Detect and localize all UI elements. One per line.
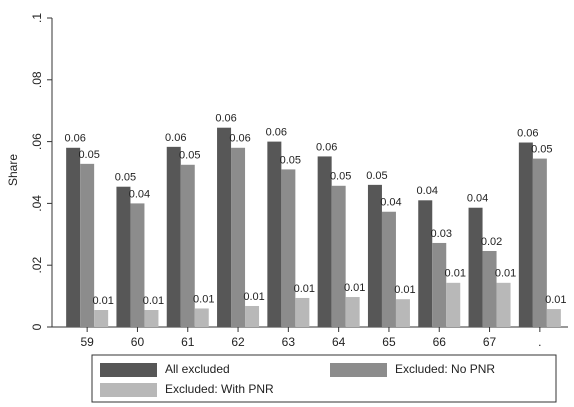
legend-label: Excluded: No PNR xyxy=(395,362,495,376)
y-tick-label: 0 xyxy=(30,323,44,330)
value-label: 0.05 xyxy=(366,170,387,182)
bar xyxy=(532,158,547,327)
x-tick-label: 62 xyxy=(231,335,245,349)
legend-swatch xyxy=(100,383,157,397)
y-tick-label: .02 xyxy=(30,257,44,274)
value-label: 0.05 xyxy=(78,149,99,161)
bar xyxy=(482,250,497,327)
x-tick-label: . xyxy=(538,335,541,349)
x-tick-label: 66 xyxy=(433,335,447,349)
bar xyxy=(381,211,396,327)
y-tick-label: .08 xyxy=(30,71,44,88)
value-label: 0.01 xyxy=(92,295,113,307)
x-tick-label: 65 xyxy=(382,335,396,349)
value-label: 0.01 xyxy=(445,268,466,280)
value-label: 0.01 xyxy=(243,291,264,303)
x-tick-label: 60 xyxy=(131,335,145,349)
x-tick-label: 64 xyxy=(332,335,346,349)
value-label: 0.06 xyxy=(64,133,85,145)
x-tick-label: 67 xyxy=(483,335,497,349)
value-label: 0.06 xyxy=(517,127,538,139)
bar xyxy=(345,297,360,327)
bar xyxy=(194,308,209,327)
value-label: 0.01 xyxy=(495,268,516,280)
bar xyxy=(295,297,310,327)
value-label: 0.05 xyxy=(115,172,136,184)
bar xyxy=(166,146,181,327)
bar xyxy=(116,186,131,327)
legend-swatch xyxy=(100,363,157,377)
value-label: 0.04 xyxy=(380,197,401,209)
value-label: 0.06 xyxy=(229,133,250,145)
bar xyxy=(130,203,145,327)
x-tick-label: 59 xyxy=(80,335,94,349)
bar xyxy=(546,309,561,327)
bar xyxy=(144,310,159,327)
bar xyxy=(217,127,232,327)
value-label: 0.04 xyxy=(467,193,488,205)
value-label: 0.05 xyxy=(280,154,301,166)
value-label: 0.02 xyxy=(481,236,502,248)
legend-label: Excluded: With PNR xyxy=(165,382,274,396)
bar xyxy=(231,147,246,327)
y-tick-label: .04 xyxy=(30,195,44,212)
value-label: 0.01 xyxy=(545,294,566,306)
bar xyxy=(180,164,195,327)
y-tick-label: .1 xyxy=(30,13,44,23)
bar xyxy=(367,184,382,327)
value-label: 0.01 xyxy=(294,283,315,295)
bar xyxy=(66,147,81,327)
value-label: 0.04 xyxy=(417,185,438,197)
value-label: 0.01 xyxy=(394,284,415,296)
y-tick-label: .06 xyxy=(30,133,44,150)
value-label: 0.01 xyxy=(143,295,164,307)
value-label: 0.04 xyxy=(129,188,150,200)
bar xyxy=(395,299,410,327)
legend-label: All excluded xyxy=(165,362,230,376)
bar xyxy=(468,207,483,327)
value-label: 0.01 xyxy=(193,293,214,305)
value-label: 0.06 xyxy=(266,127,287,139)
bar xyxy=(496,282,511,327)
x-tick-label: 63 xyxy=(282,335,296,349)
value-label: 0.05 xyxy=(179,150,200,162)
bar xyxy=(317,156,332,327)
bar xyxy=(518,142,533,327)
bar xyxy=(432,242,447,327)
bar xyxy=(245,305,260,327)
value-label: 0.06 xyxy=(165,132,186,144)
bar xyxy=(281,169,296,327)
bar xyxy=(331,185,346,327)
legend-swatch xyxy=(330,363,387,377)
bar xyxy=(446,282,461,327)
bar xyxy=(80,163,95,327)
value-label: 0.01 xyxy=(344,282,365,294)
value-label: 0.06 xyxy=(316,141,337,153)
x-tick-label: 61 xyxy=(181,335,195,349)
legend-box xyxy=(91,354,557,403)
value-label: 0.06 xyxy=(215,113,236,125)
bar xyxy=(418,200,433,327)
value-label: 0.05 xyxy=(531,144,552,156)
value-label: 0.05 xyxy=(330,171,351,183)
y-axis-title: Share xyxy=(6,154,20,186)
bar xyxy=(94,310,109,327)
bar xyxy=(267,141,282,327)
value-label: 0.03 xyxy=(431,228,452,240)
